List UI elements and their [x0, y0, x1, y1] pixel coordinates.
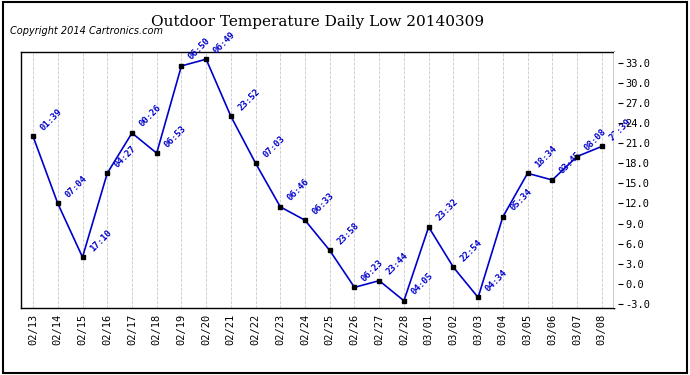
Text: 01:39: 01:39 [39, 107, 64, 132]
Text: 23:32: 23:32 [434, 198, 460, 223]
Text: 08:08: 08:08 [582, 127, 608, 152]
Text: 00:26: 00:26 [137, 104, 163, 129]
Text: 18:34: 18:34 [533, 144, 558, 169]
Text: 23:58: 23:58 [335, 221, 361, 246]
Text: 05:34: 05:34 [509, 188, 534, 213]
Text: 23:52: 23:52 [237, 87, 262, 112]
Text: 04:27: 04:27 [112, 144, 138, 169]
Text: 03:45: 03:45 [558, 150, 583, 176]
Text: 23:39: 23:39 [607, 117, 633, 142]
Text: 04:34: 04:34 [484, 268, 509, 293]
Text: 07:04: 07:04 [63, 174, 89, 200]
Text: 23:44: 23:44 [385, 251, 410, 276]
Text: 06:33: 06:33 [310, 191, 336, 216]
Text: 06:53: 06:53 [162, 124, 188, 149]
Text: 04:05: 04:05 [409, 271, 435, 297]
Text: 06:23: 06:23 [360, 258, 386, 283]
Text: 06:50: 06:50 [187, 36, 213, 62]
Text: Copyright 2014 Cartronics.com: Copyright 2014 Cartronics.com [10, 26, 164, 36]
Text: 06:46: 06:46 [286, 177, 311, 203]
Text: 07:03: 07:03 [261, 134, 286, 159]
Text: 06:49: 06:49 [212, 30, 237, 55]
Text: 22:54: 22:54 [459, 238, 484, 263]
Text: 17:10: 17:10 [88, 228, 113, 253]
Text: Outdoor Temperature Daily Low 20140309: Outdoor Temperature Daily Low 20140309 [151, 15, 484, 29]
